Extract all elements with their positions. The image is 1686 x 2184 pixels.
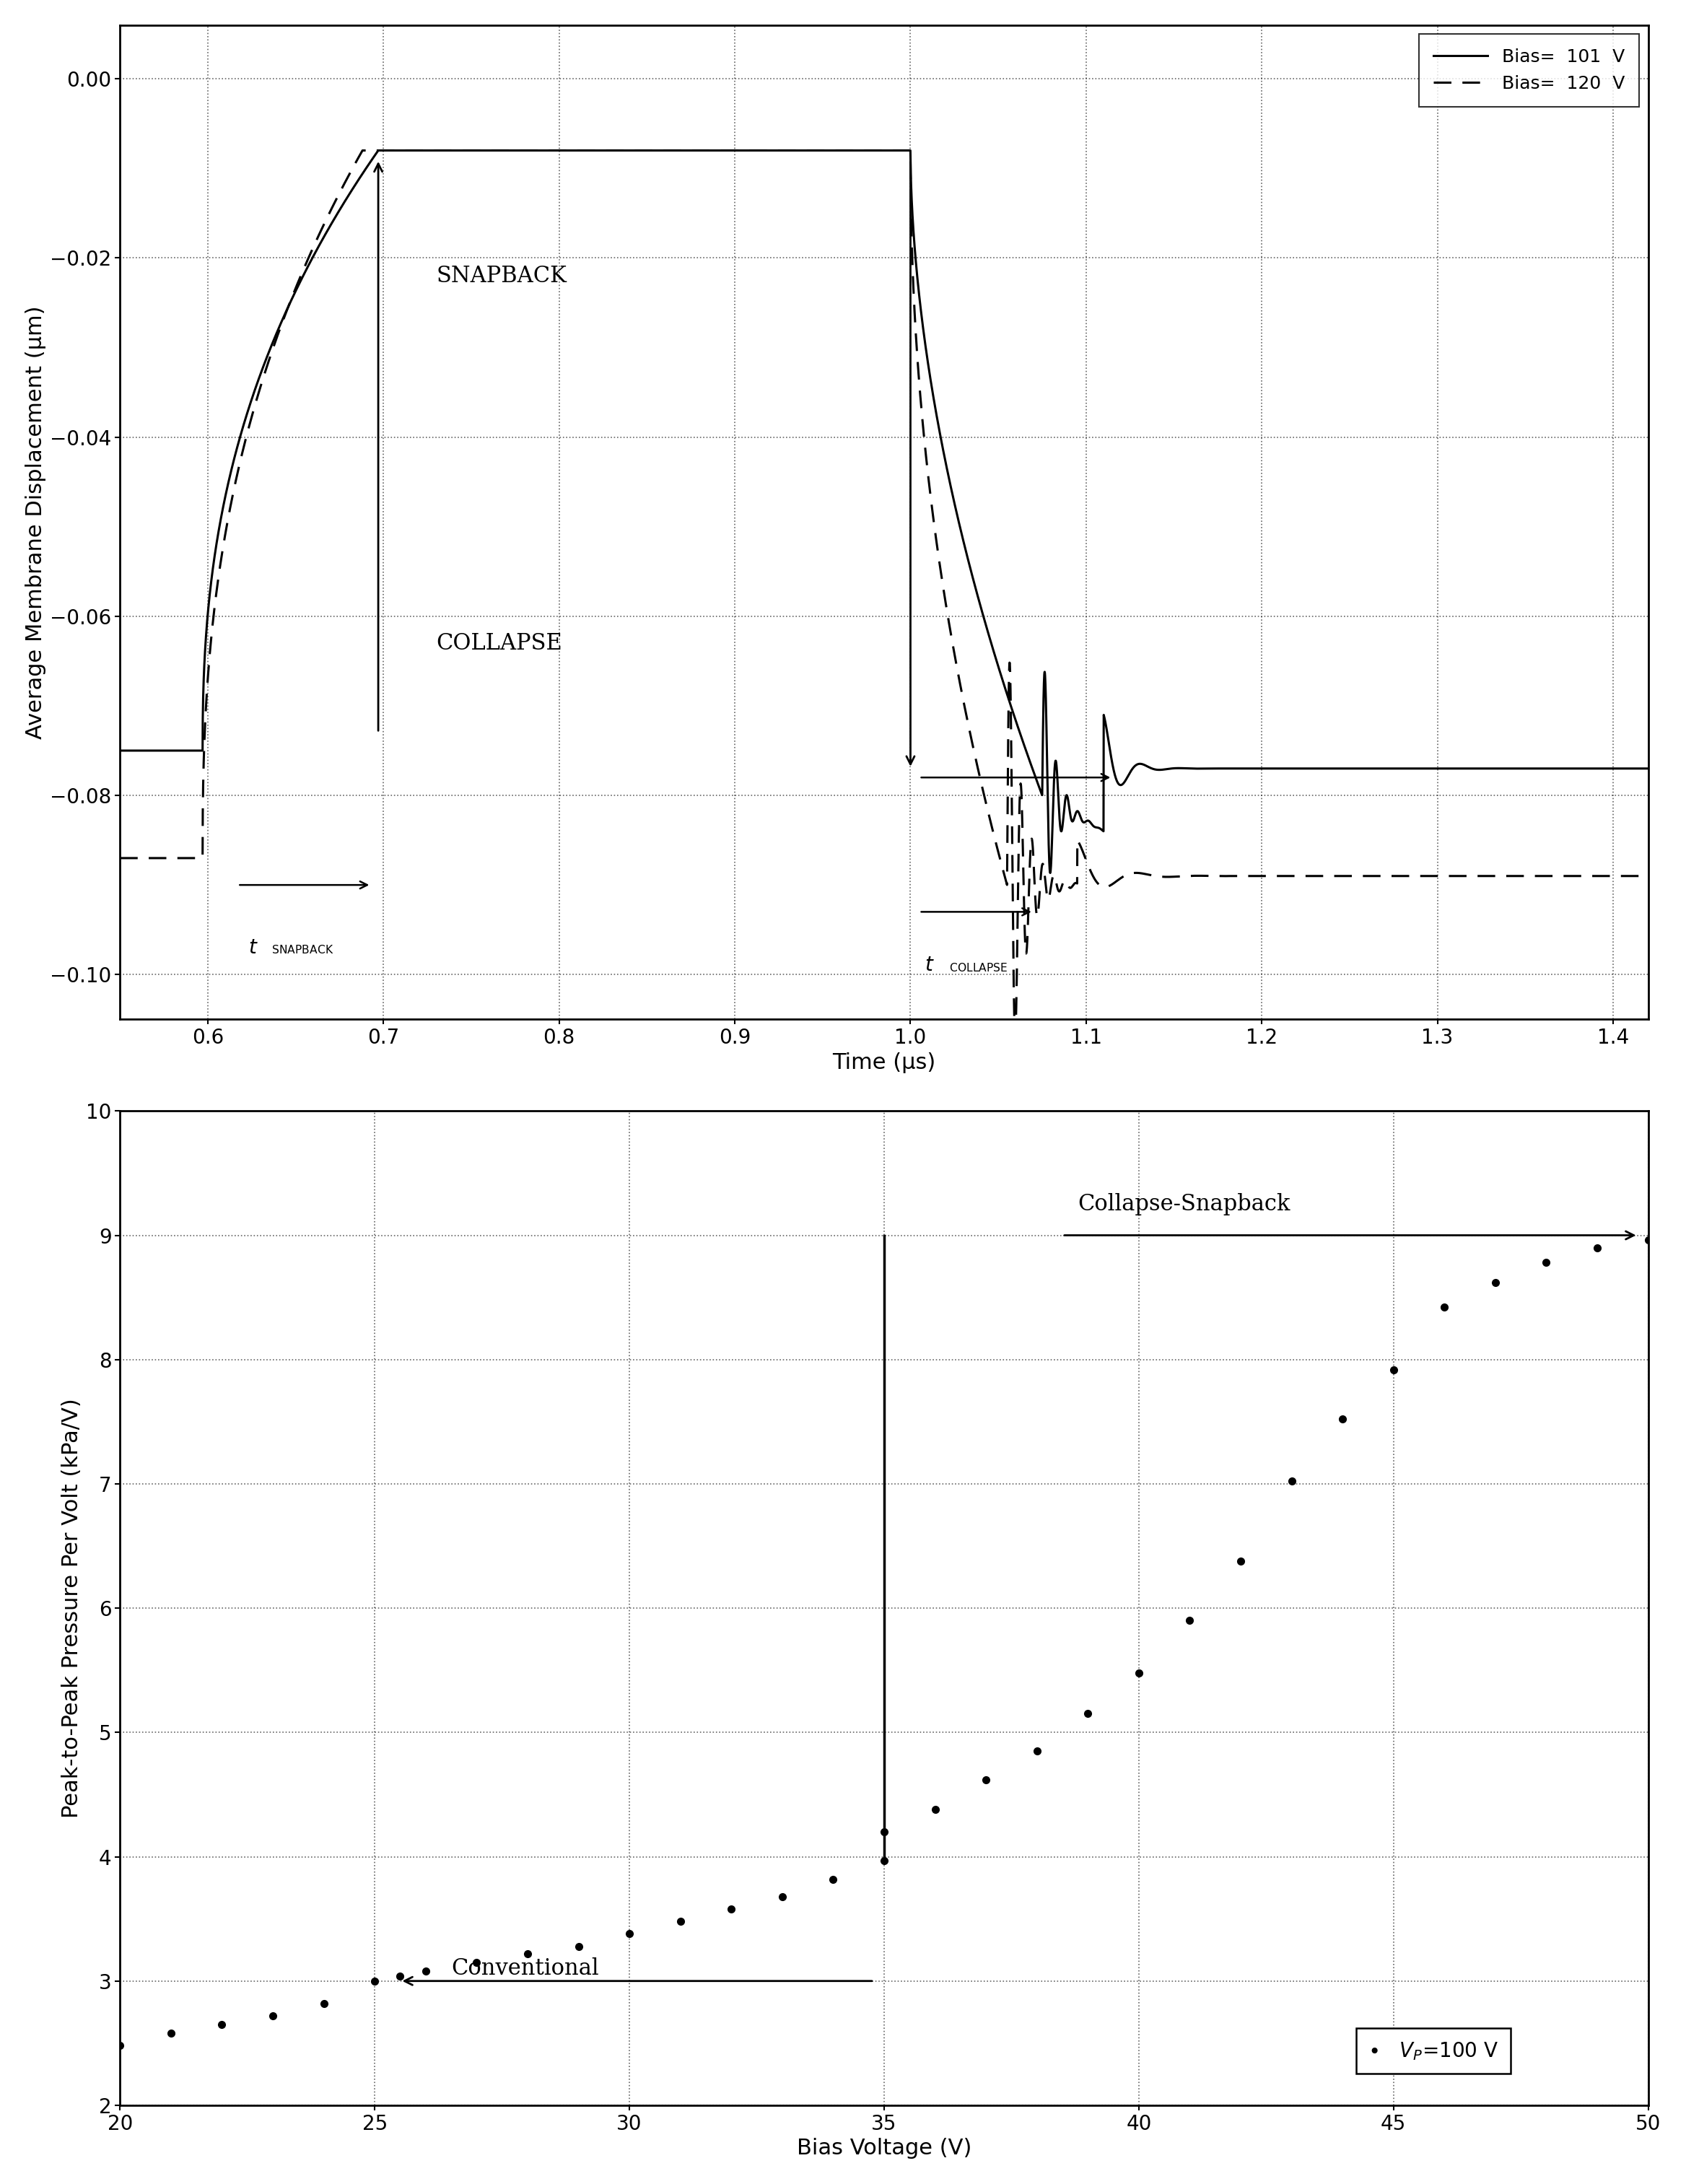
Text: SNAPBACK: SNAPBACK [437,264,566,286]
Bias=  120  V [1325,863,1345,889]
Bias=  120  V [1243,863,1263,889]
Text: $t$: $t$ [248,937,258,957]
Text: Conventional: Conventional [452,1957,599,1979]
Bias=  120  V [1005,1022,1025,1048]
Bias=  101  V [187,738,207,764]
Bias=  120  V [352,138,373,164]
Text: $_{\rm SNAPBACK}$: $_{\rm SNAPBACK}$ [271,939,334,957]
Bias=  120  V [1015,913,1035,939]
Text: $t$: $t$ [924,957,934,976]
X-axis label: Time (μs): Time (μs) [833,1053,936,1072]
Bias=  101  V [663,138,683,164]
Bias=  101  V [1081,810,1101,836]
Y-axis label: Average Membrane Displacement (μm): Average Membrane Displacement (μm) [25,306,46,738]
Bias=  101  V [110,738,130,764]
Bias=  101  V [1325,756,1345,782]
Bias=  101  V [1040,860,1060,887]
X-axis label: Bias Voltage (V): Bias Voltage (V) [797,2138,971,2160]
Bias=  120  V [663,138,683,164]
Bias=  101  V [1015,734,1035,760]
Bias=  120  V [110,845,130,871]
Bias=  101  V [368,138,388,164]
Bias=  120  V [1639,863,1659,889]
Y-axis label: Peak-to-Peak Pressure Per Volt (kPa/V): Peak-to-Peak Pressure Per Volt (kPa/V) [61,1398,83,1817]
Bias=  120  V [1081,860,1101,887]
Bias=  101  V [1639,756,1659,782]
Text: COLLAPSE: COLLAPSE [437,631,563,655]
Line: Bias=  101  V: Bias= 101 V [120,151,1649,874]
Text: $\bullet$   $V_P$=100 V: $\bullet$ $V_P$=100 V [1367,2040,1499,2062]
Bias=  120  V [187,845,207,871]
Bias=  101  V [1243,756,1263,782]
Line: Bias=  120  V: Bias= 120 V [120,151,1649,1035]
Text: $_{\rm COLLAPSE}$: $_{\rm COLLAPSE}$ [949,957,1008,974]
Legend: Bias=  101  V, Bias=  120  V: Bias= 101 V, Bias= 120 V [1418,35,1639,107]
Text: Collapse-Snapback: Collapse-Snapback [1077,1192,1290,1216]
